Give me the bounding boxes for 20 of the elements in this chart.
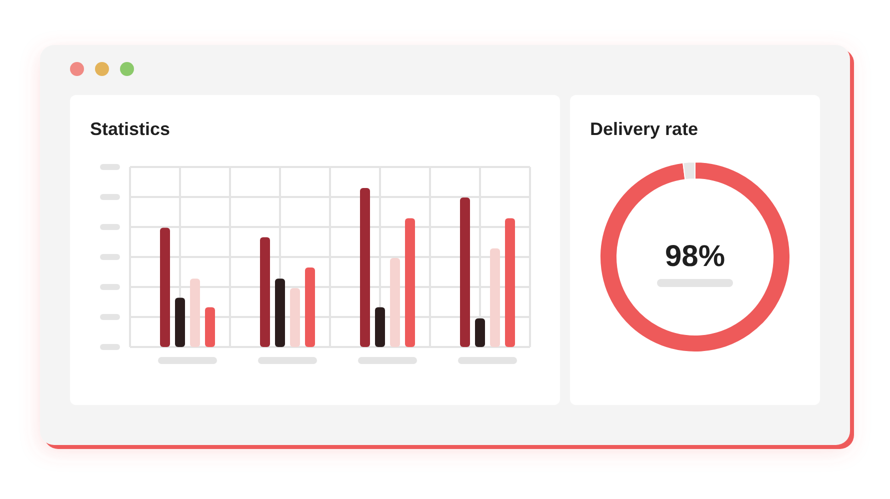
bar	[505, 218, 515, 347]
bar	[290, 288, 300, 347]
bar	[175, 298, 185, 347]
donut-slice	[600, 162, 790, 352]
bar	[475, 318, 485, 347]
bar	[160, 228, 170, 347]
bar	[405, 218, 415, 347]
chart-title: Delivery rate	[590, 119, 698, 139]
bar	[460, 198, 470, 347]
bar	[305, 268, 315, 347]
bar	[490, 248, 500, 347]
bar	[360, 188, 370, 347]
bar	[190, 278, 200, 347]
bar	[390, 258, 400, 347]
bar	[375, 307, 385, 347]
bar	[205, 307, 215, 347]
text: 98%	[664, 240, 726, 273]
chart-title: Statistics	[90, 119, 170, 139]
bar	[260, 237, 270, 347]
bar	[275, 278, 285, 347]
